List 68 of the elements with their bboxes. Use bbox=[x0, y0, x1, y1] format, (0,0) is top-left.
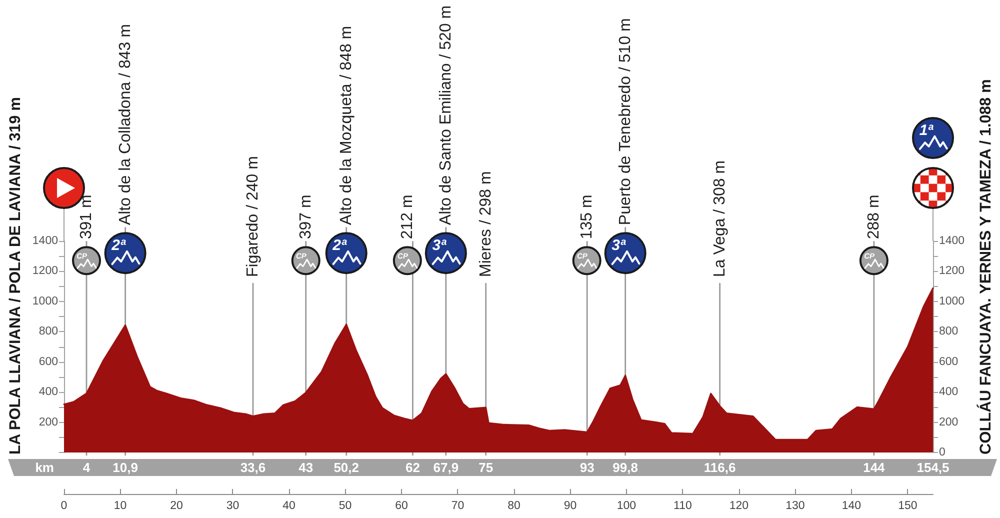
x-tick-label: 90 bbox=[564, 500, 577, 512]
y-tick-label: 200 bbox=[38, 416, 58, 428]
y-tick-label: 400 bbox=[38, 386, 58, 398]
ref-line-label: Figaredo / 240 m bbox=[244, 156, 262, 277]
y-tick-label: 800 bbox=[38, 326, 58, 338]
x-tick-label: 150 bbox=[898, 500, 918, 512]
y2-tick-label: 600 bbox=[939, 356, 958, 368]
x2-tick-label: 75 bbox=[478, 460, 494, 475]
x-tick-label: 110 bbox=[674, 500, 692, 512]
y2-tick-label: 200 bbox=[939, 416, 958, 428]
y-tick-label: 1200 bbox=[32, 265, 58, 278]
y2-tick-label: 1200 bbox=[939, 265, 965, 278]
y2-tick-label: 800 bbox=[939, 326, 958, 338]
y2-tick-label: 0 bbox=[939, 446, 946, 458]
y2-axis-title: COLLÁU FANCUAYA. YERNES Y TAMEZA / 1.088 m bbox=[976, 79, 994, 454]
annotation: 2ª bbox=[332, 237, 348, 254]
mountain-icon: 3ª bbox=[604, 232, 646, 274]
y2-tick-label: 400 bbox=[939, 386, 958, 398]
mountain-icon: 2ª bbox=[325, 232, 368, 274]
x-tick-label: 140 bbox=[842, 500, 862, 512]
ref-line-label: 212 m bbox=[398, 194, 416, 240]
ref-line-label: Alto de la Colladona / 843 m bbox=[116, 24, 134, 226]
ref-line-label: Alto de Santo Emiliano / 520 m bbox=[437, 5, 454, 226]
ref-line-label: Puerto de Tenebredo / 510 m bbox=[616, 18, 634, 226]
x2-tick-label: 144 bbox=[863, 460, 886, 475]
x-tick-label: 60 bbox=[395, 500, 408, 512]
x-tick-label: 120 bbox=[729, 500, 749, 512]
annotation: 3ª bbox=[432, 237, 447, 254]
x2-tick-label: 93 bbox=[580, 460, 594, 475]
x2-tick-label: 10,9 bbox=[112, 460, 138, 475]
ref-line-label: Alto de la Mozqueta / 848 m bbox=[338, 26, 355, 226]
ref-line-label: 397 m bbox=[297, 194, 314, 240]
x2-tick-label: 62 bbox=[405, 460, 420, 475]
y2-tick-label: 1400 bbox=[939, 235, 965, 247]
y-tick-label: 1000 bbox=[32, 295, 58, 308]
ref-line-label: La Vega / 308 m bbox=[711, 160, 728, 277]
x-tick-label: 20 bbox=[170, 500, 183, 512]
ref-line-label: 135 m bbox=[578, 194, 596, 240]
x2-tick-label: 50,2 bbox=[334, 460, 360, 475]
x2-tick-label: 154,5 bbox=[916, 460, 950, 475]
x-tick-label: 0 bbox=[60, 500, 68, 512]
ref-line-label: Mieres / 298 m bbox=[477, 171, 494, 277]
y-tick-label: 600 bbox=[38, 356, 58, 368]
y-axis-title: LA POLA LLAVIANA / POLA DE LAVIANA / 319 m bbox=[7, 97, 24, 454]
x-tick-label: 50 bbox=[338, 500, 352, 512]
annotation: 3ª bbox=[612, 237, 626, 254]
x-tick-label: 100 bbox=[616, 500, 636, 512]
x2-tick-label: 33,6 bbox=[240, 460, 266, 475]
annotation: 2ª bbox=[110, 237, 126, 254]
y2-tick-label: 1000 bbox=[939, 295, 965, 308]
ref-line-label: 391 m bbox=[78, 194, 95, 240]
mountain-icon: 1ª bbox=[912, 117, 954, 159]
x2-tick-label: 116,6 bbox=[704, 460, 736, 475]
mountain-icon: 2ª bbox=[104, 232, 146, 274]
x-tick-label: 130 bbox=[786, 500, 805, 512]
x2-axis-title: km bbox=[35, 460, 54, 475]
x-tick-label: 70 bbox=[451, 500, 464, 512]
ref-line-label: 288 m bbox=[865, 194, 882, 240]
x2-tick-label: 67,9 bbox=[433, 460, 459, 475]
x-tick-label: 40 bbox=[282, 500, 296, 512]
x2-tick-label: 43 bbox=[298, 460, 314, 475]
x-tick-label: 10 bbox=[114, 500, 127, 512]
mountain-icon: 3ª bbox=[424, 232, 467, 274]
y-tick-label: 1400 bbox=[32, 235, 58, 247]
x2-tick-label: 4 bbox=[82, 460, 91, 475]
x-tick-label: 30 bbox=[226, 500, 240, 512]
x2-tick-label: 99,8 bbox=[612, 460, 638, 475]
x-tick-label: 80 bbox=[508, 500, 520, 512]
